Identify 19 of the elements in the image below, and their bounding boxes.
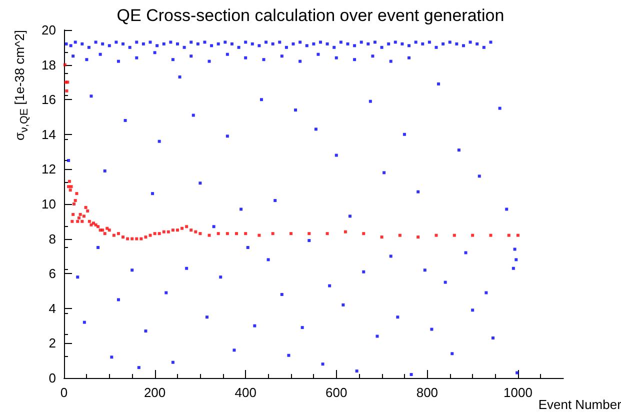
y-tick-label: 16 (42, 92, 56, 108)
y-tick-label: 10 (42, 196, 56, 212)
y-tick-label: 14 (42, 126, 56, 142)
x-axis-title: Event Number (538, 397, 621, 412)
y-tick-label: 2 (48, 336, 56, 351)
y-tick-label: 6 (48, 266, 56, 282)
chart-title: QE Cross-section calculation over event generation (116, 6, 504, 25)
x-tick-label: 0 (60, 385, 68, 400)
x-tick-label: 200 (144, 385, 166, 400)
y-tick-label: 20 (42, 22, 56, 38)
x-tick-label: 800 (416, 385, 438, 400)
y-tick-label: 8 (48, 231, 56, 246)
y-tick-label: 18 (42, 57, 56, 72)
y-tick-label: 4 (48, 300, 56, 316)
y-tick-label: 12 (42, 162, 56, 177)
y-tick-label: 0 (48, 370, 56, 386)
x-tick-label: 600 (326, 385, 348, 400)
x-tick-label: 400 (234, 385, 256, 400)
x-tick-label: 1000 (504, 385, 532, 400)
